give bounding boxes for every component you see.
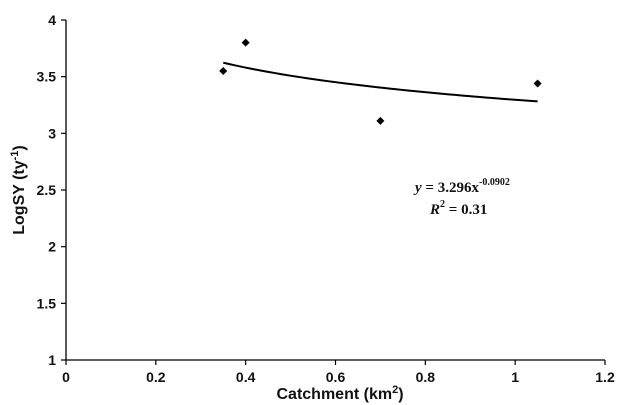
y-tick-label: 3.5 bbox=[37, 69, 57, 85]
y-tick-label: 1 bbox=[48, 352, 56, 368]
y-tick-label: 1.5 bbox=[37, 295, 57, 311]
x-axis-title: Catchment (km2) bbox=[276, 384, 403, 403]
x-tick-label: 0.2 bbox=[146, 369, 166, 385]
y-tick-label: 4 bbox=[48, 12, 56, 28]
y-axis-ticks: 1 1.5 2 2.5 3 3.5 4 bbox=[37, 12, 66, 368]
x-tick-label: 0.8 bbox=[416, 369, 436, 385]
data-point-diamond bbox=[219, 67, 228, 75]
x-tick-label: 0.6 bbox=[326, 369, 346, 385]
y-tick-label: 2.5 bbox=[37, 182, 57, 198]
x-tick-label: 0.4 bbox=[236, 369, 256, 385]
data-point-diamond bbox=[241, 38, 250, 47]
data-points bbox=[219, 38, 542, 125]
data-point-diamond bbox=[533, 79, 542, 88]
x-tick-label: 1.2 bbox=[595, 369, 615, 385]
y-axis-title-sup: -1 bbox=[9, 151, 21, 161]
x-axis-title-sup: 2 bbox=[392, 384, 398, 396]
y-tick-label: 3 bbox=[48, 125, 56, 141]
r-squared-label: R2 = 0.31 bbox=[429, 199, 487, 218]
y-tick-label: 2 bbox=[48, 239, 56, 255]
trendline-equation: y = 3.296x-0.0902 bbox=[413, 177, 510, 196]
x-tick-label: 0 bbox=[62, 369, 70, 385]
data-point-diamond bbox=[376, 116, 385, 125]
x-tick-label: 1 bbox=[511, 369, 519, 385]
y-axis-title: LogSY (ty-1) bbox=[9, 145, 28, 234]
x-axis-ticks: 0 0.2 0.4 0.6 0.8 1 1.2 bbox=[62, 360, 615, 385]
power-trendline bbox=[222, 61, 538, 103]
